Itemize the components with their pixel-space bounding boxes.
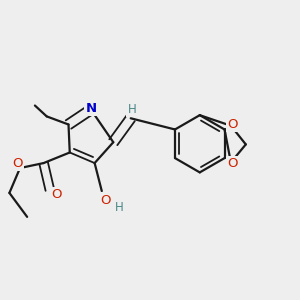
Text: O: O xyxy=(100,194,111,207)
Text: H: H xyxy=(128,103,136,116)
Text: O: O xyxy=(227,118,238,131)
Text: H: H xyxy=(115,201,124,214)
Text: O: O xyxy=(51,188,62,201)
Text: O: O xyxy=(227,158,238,170)
Text: O: O xyxy=(12,157,23,170)
Text: N: N xyxy=(85,101,97,115)
